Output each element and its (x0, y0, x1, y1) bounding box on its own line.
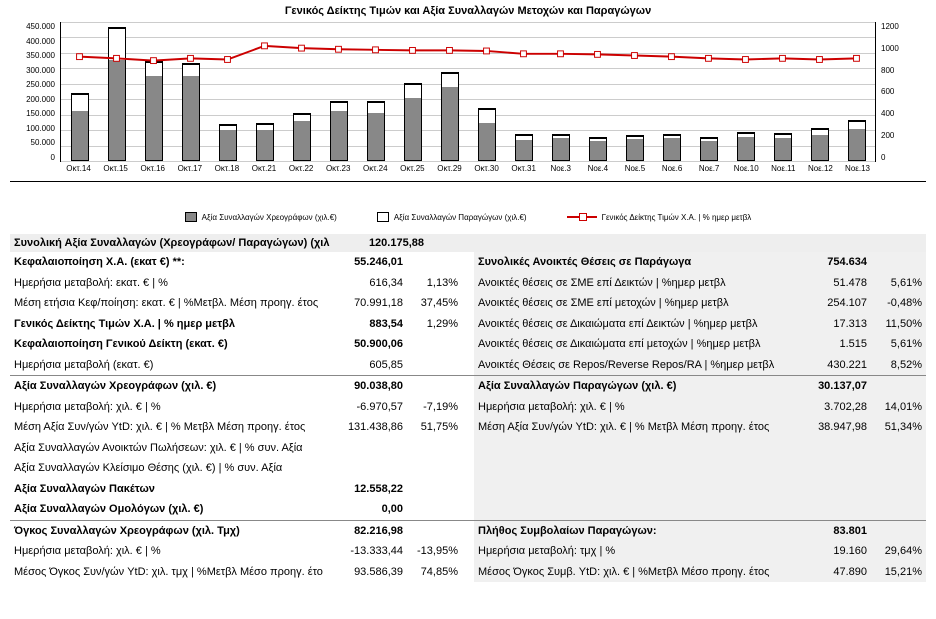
legend-index: Γενικός Δείκτης Τιμών Χ.Α. | % ημερ μετβ… (567, 212, 752, 222)
swatch-derivatives (377, 212, 389, 222)
chart-box: 450.000400.000350.000300.000250.000200.0… (10, 22, 926, 182)
chart-plot (60, 22, 876, 162)
chart-region: Γενικός Δείκτης Τιμών και Αξία Συναλλαγώ… (0, 0, 936, 230)
columns-block-1: Κεφαλαιοποίηση Χ.Α. (εκατ €) **:55.246,0… (10, 252, 926, 375)
right-col-1: Συνολικές Ανοικτές Θέσεις σε Παράγωγα754… (474, 252, 926, 375)
columns-block-3: Όγκος Συναλλαγών Χρεογράφων (χιλ. Τμχ)82… (10, 521, 926, 583)
swatch-index-line (567, 216, 597, 218)
right-col-3: Πλήθος Συμβολαίων Παραγώγων:83.801Ημερήσ… (474, 521, 926, 583)
total-row: Συνολική Αξία Συναλλαγών (Χρεογράφων/ Πα… (10, 234, 926, 252)
legend-securities: Αξία Συναλλαγών Χρεογράφων (χιλ.€) (185, 212, 337, 222)
left-col-2: Αξία Συναλλαγών Χρεογράφων (χιλ. €)90.03… (10, 376, 462, 520)
x-axis-labels: Οκτ.14Οκτ.15Οκτ.16Οκτ.17Οκτ.18Οκτ.21Οκτ.… (60, 164, 876, 173)
right-col-2: Αξία Συναλλαγών Παραγώγων (χιλ. €)30.137… (474, 376, 926, 520)
chart-legend: Αξία Συναλλαγών Χρεογράφων (χιλ.€) Αξία … (10, 182, 926, 230)
left-col-3: Όγκος Συναλλαγών Χρεογράφων (χιλ. Τμχ)82… (10, 521, 462, 583)
y-axis-left: 450.000400.000350.000300.000250.000200.0… (10, 22, 55, 162)
swatch-securities (185, 212, 197, 222)
legend-label: Γενικός Δείκτης Τιμών Χ.Α. | % ημερ μετβ… (602, 213, 752, 222)
y-axis-right: 120010008006004002000 (881, 22, 926, 162)
total-value: 120.175,88 (334, 237, 424, 249)
left-col-1: Κεφαλαιοποίηση Χ.Α. (εκατ €) **:55.246,0… (10, 252, 462, 375)
legend-derivatives: Αξία Συναλλαγών Παραγώγων (χιλ.€) (377, 212, 527, 222)
index-line (61, 22, 875, 158)
data-tables: Συνολική Αξία Συναλλαγών (Χρεογράφων/ Πα… (0, 230, 936, 592)
legend-label: Αξία Συναλλαγών Χρεογράφων (χιλ.€) (202, 213, 337, 222)
total-label: Συνολική Αξία Συναλλαγών (Χρεογράφων/ Πα… (14, 237, 334, 249)
columns-block-2: Αξία Συναλλαγών Χρεογράφων (χιλ. €)90.03… (10, 376, 926, 520)
legend-label: Αξία Συναλλαγών Παραγώγων (χιλ.€) (394, 213, 527, 222)
chart-title: Γενικός Δείκτης Τιμών και Αξία Συναλλαγώ… (10, 5, 926, 17)
